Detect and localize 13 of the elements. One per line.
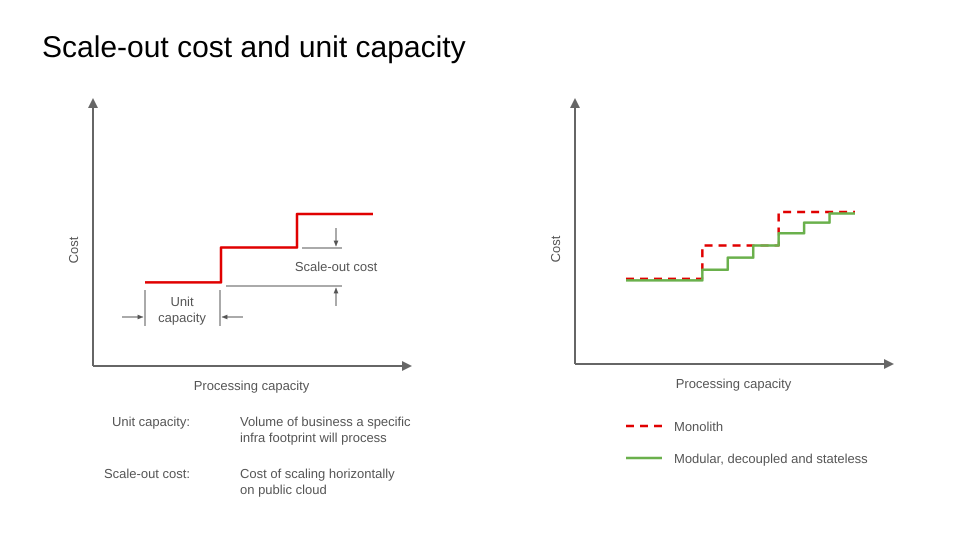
legend-label: Modular, decoupled and stateless <box>674 451 868 466</box>
text: Unit capacity: <box>112 414 190 429</box>
x-axis-title: Processing capacity <box>676 376 792 391</box>
text: Scale-out cost: <box>104 466 190 481</box>
chart-title: Scale-out cost and unit capacity <box>42 31 466 64</box>
y-axis-title: Cost <box>548 235 563 262</box>
y-axis-title: Cost <box>66 236 81 264</box>
x-axis-title: Processing capacity <box>194 378 310 393</box>
text: Volume of business a specific infra footprint will process <box>240 414 412 445</box>
text: Cost of scaling horizontally on public cloud <box>240 466 396 497</box>
annotation: Scale-out cost <box>294 259 378 274</box>
annotation: Unit capacity <box>158 294 206 325</box>
legend-label: Monolith <box>674 419 724 434</box>
